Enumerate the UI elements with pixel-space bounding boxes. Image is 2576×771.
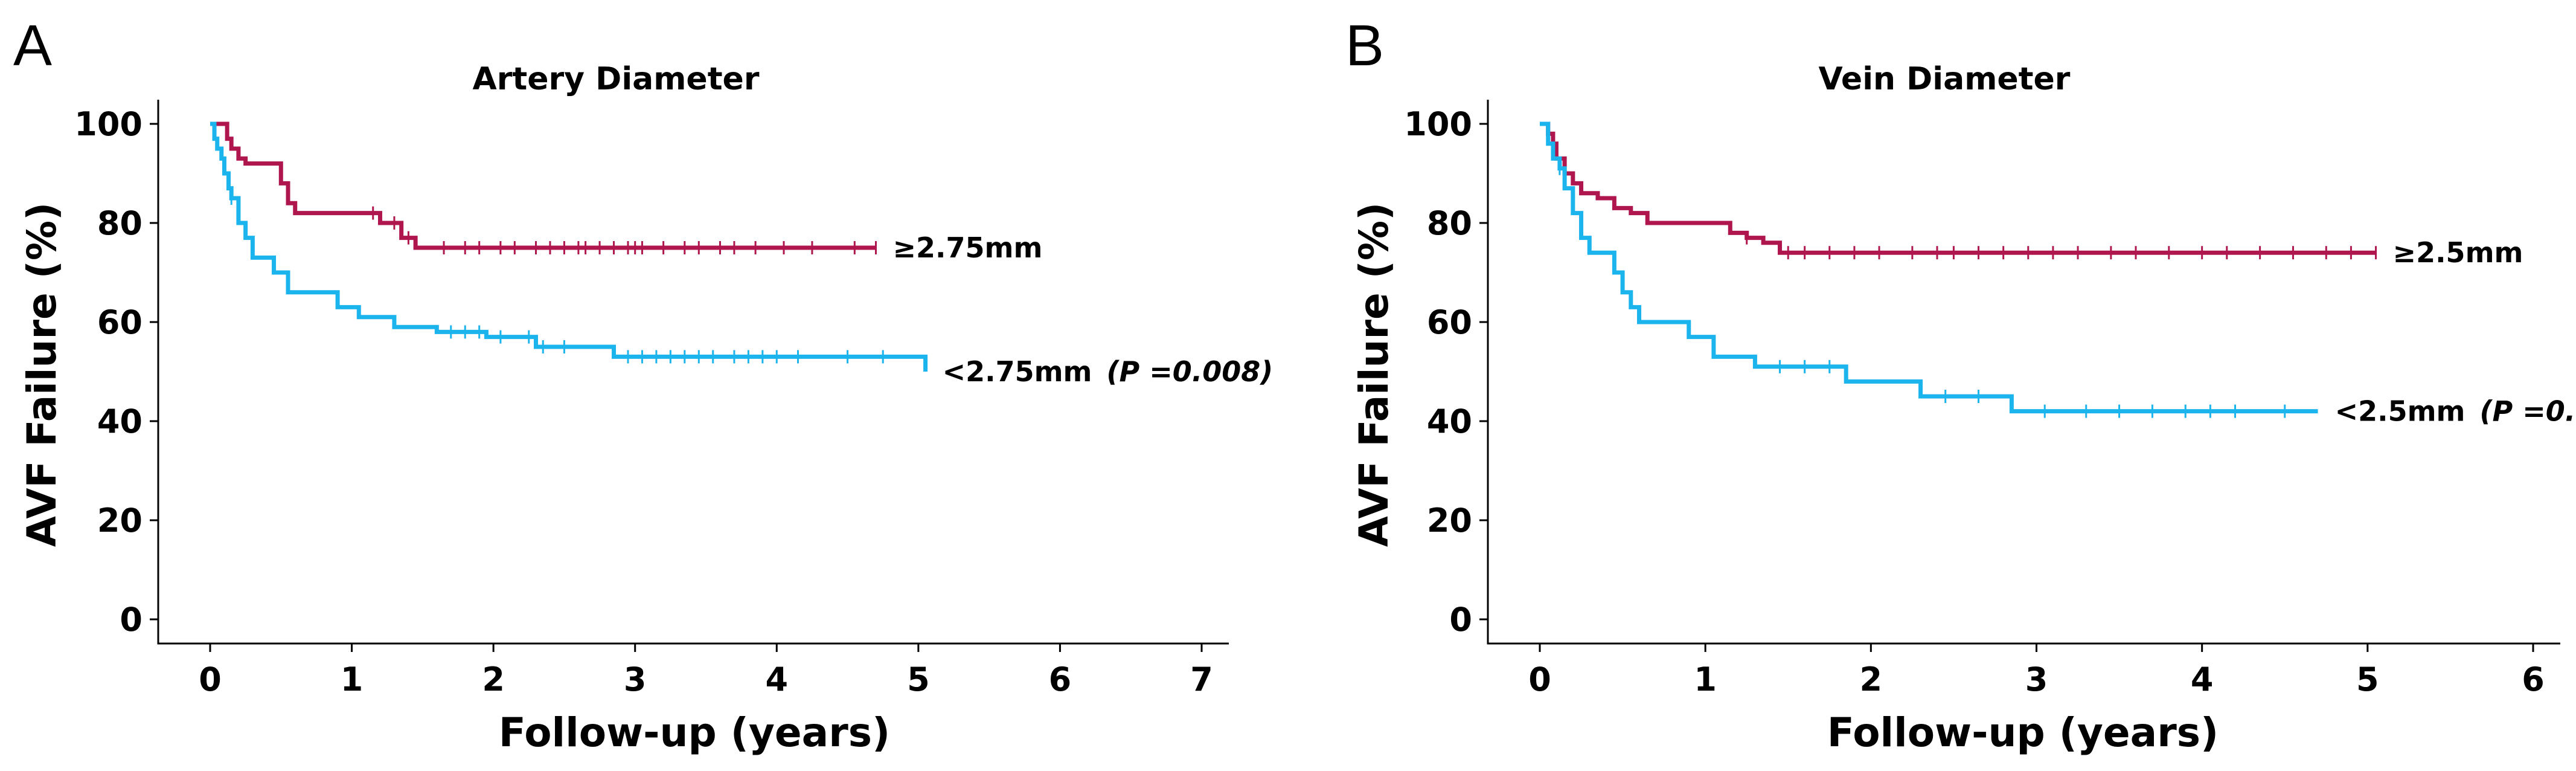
x-axis-title: Follow-up (years) [1827,709,2219,756]
x-tick-label: 3 [624,660,647,698]
panel-letter: A [13,13,52,78]
y-tick-label: 100 [74,105,143,143]
x-tick-label: 0 [1528,660,1551,698]
y-tick-label: 60 [97,303,143,341]
x-tick-label: 2 [482,660,505,698]
series-name: ≥2.75mm [892,231,1042,264]
x-tick-label: 7 [1190,660,1213,698]
p-value: (P =0.002) [2479,395,2576,428]
chart-title: Artery Diameter [473,61,760,97]
series-large-diameter: ≥2.5mm [1540,121,2523,269]
y-axis-title: AVF Failure (%) [19,202,65,547]
y-tick-label: 60 [1427,303,1472,341]
axes-frame [157,100,1229,645]
y-tick-label: 0 [120,601,143,639]
series-name: ≥2.5mm [2393,236,2523,269]
y-tick-label: 80 [1427,204,1472,242]
series-small-diameter: <2.5mm (P =0.002) [1540,121,2576,428]
x-tick-label: 1 [1694,660,1717,698]
panel-letter: B [1345,13,1384,78]
y-tick-label: 20 [97,502,143,540]
series-label: ≥2.75mm [892,231,1042,264]
series-small-diameter: <2.75mm (P =0.008) [210,121,1274,388]
x-tick-label: 1 [341,660,364,698]
axes-frame [1487,100,2560,645]
x-tick-label: 4 [765,660,788,698]
series-label: <2.75mm (P =0.008) [943,355,1274,388]
series-name: <2.75mm [943,355,1092,388]
km-step-line [1540,121,2318,414]
series-label: <2.5mm (P =0.002) [2335,395,2576,428]
x-axis-title: Follow-up (years) [499,709,890,756]
x-tick-label: 4 [2191,660,2214,698]
series-name: <2.5mm [2335,395,2465,428]
panel-b: B Vein Diameter 0 20 40 60 80 100 0 1 2 3 4 5 6 Follow-… [1345,13,2576,756]
x-tick-label: 2 [1860,660,1883,698]
x-tick-label: 5 [907,660,930,698]
series-large-diameter: ≥2.75mm [210,121,1042,264]
x-tick-label: 6 [1049,660,1072,698]
panel-a: A Artery Diameter 0 20 40 60 80 100 0 1 2 3 4 5 6 7 Foll… [13,13,1273,756]
y-tick-label: 40 [97,402,143,440]
y-tick-label: 80 [97,204,143,242]
chart-title: Vein Diameter [1819,61,2071,97]
y-tick-label: 0 [1449,601,1472,639]
y-tick-label: 20 [1427,502,1472,540]
series-label: ≥2.5mm [2393,236,2523,269]
km-step-line [210,121,876,250]
km-step-line [1540,121,2376,255]
x-tick-label: 3 [2025,660,2048,698]
x-tick-label: 6 [2522,660,2545,698]
km-step-line [210,121,928,372]
x-tick-label: 0 [199,660,222,698]
y-tick-label: 100 [1404,105,1472,143]
x-tick-label: 5 [2356,660,2379,698]
y-axis-title: AVF Failure (%) [1351,202,1397,547]
p-value: (P =0.008) [1106,355,1273,388]
y-tick-label: 40 [1427,402,1472,440]
